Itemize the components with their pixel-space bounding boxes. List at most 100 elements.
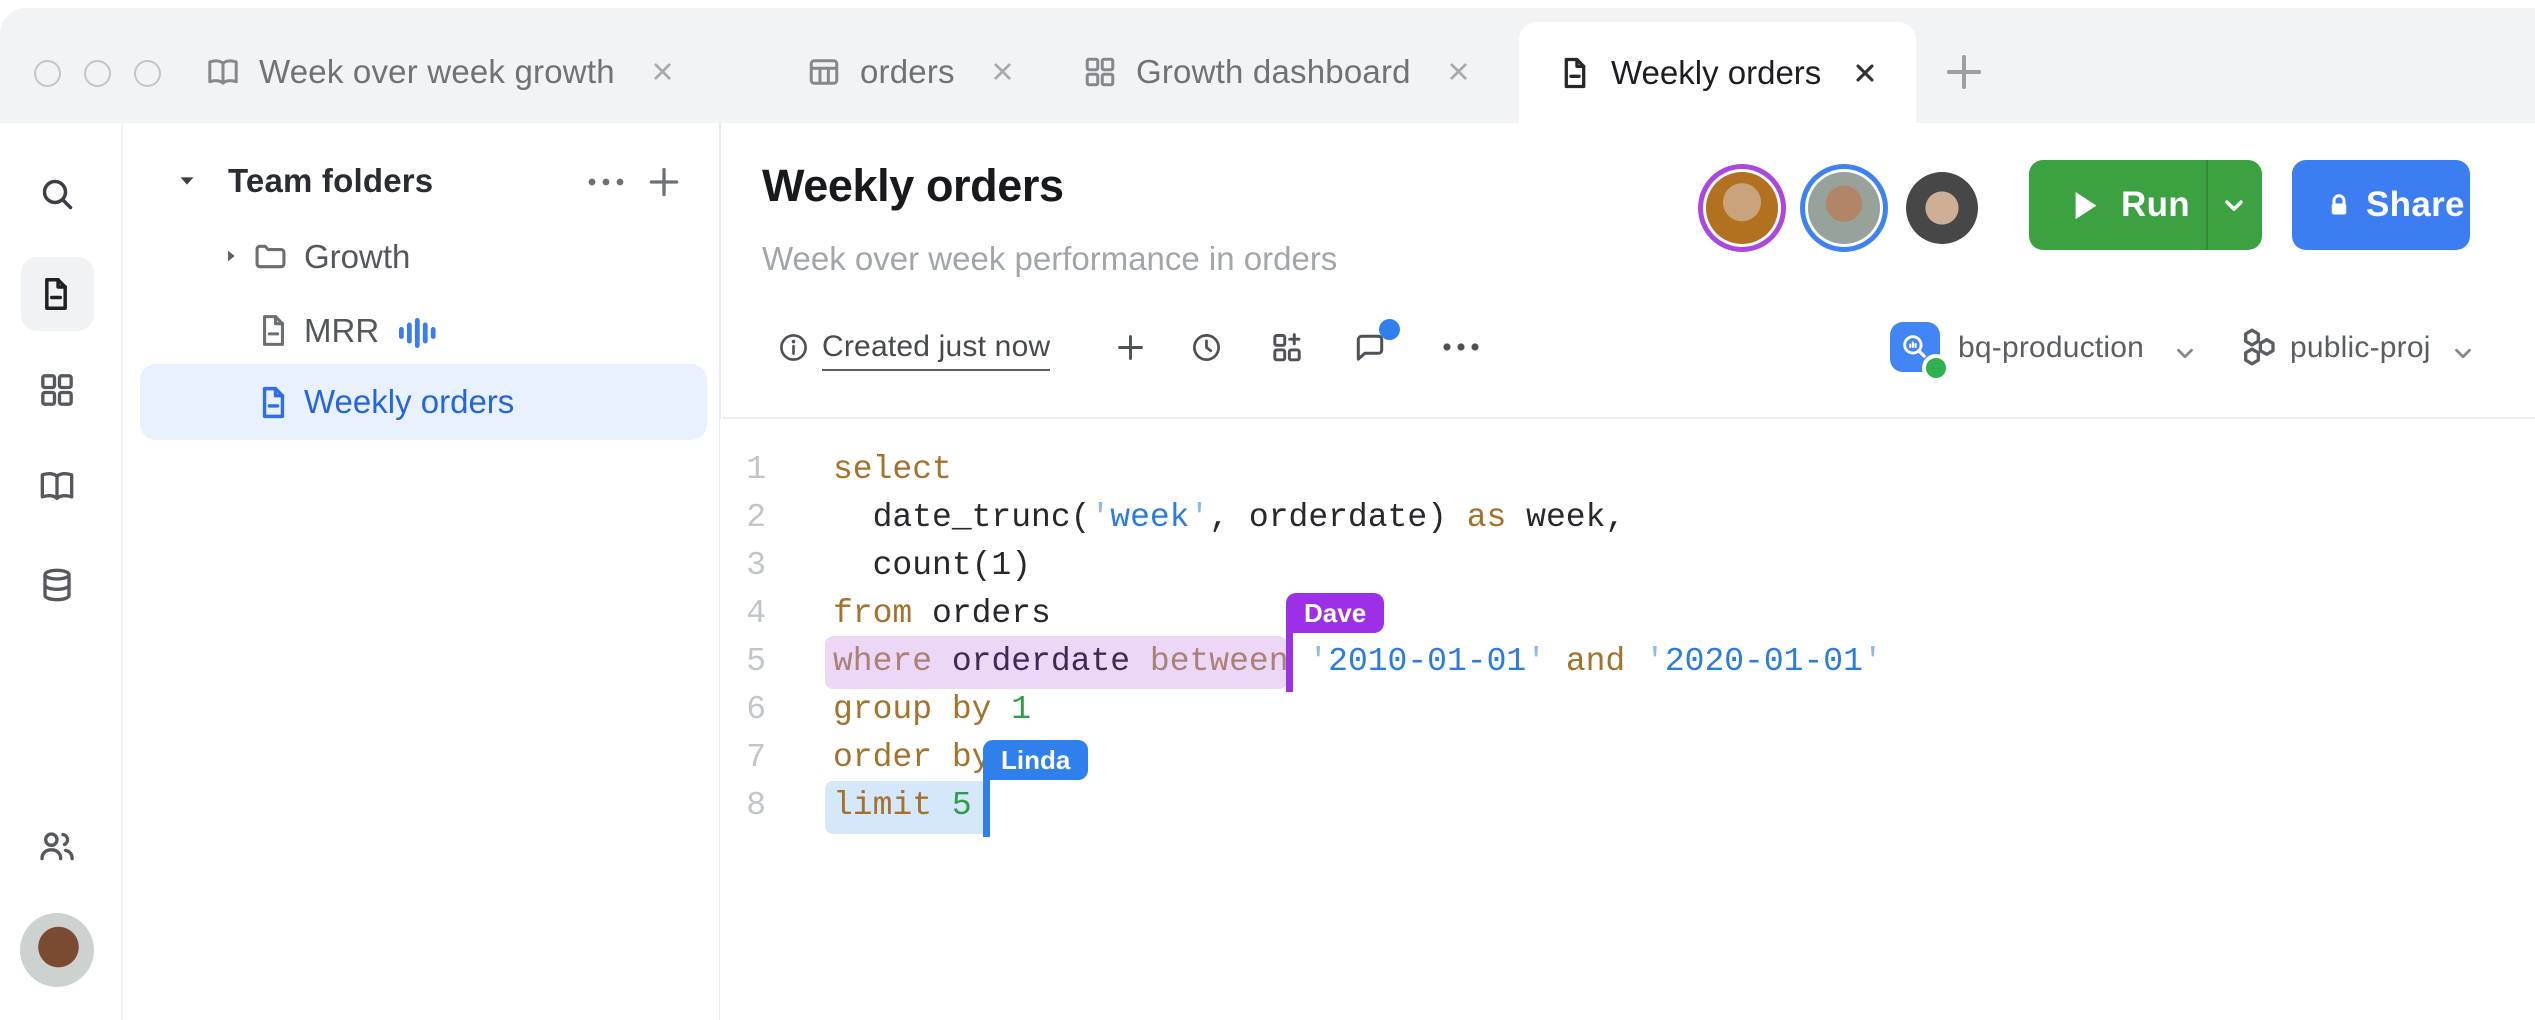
chevron-down-icon[interactable] xyxy=(2172,340,2198,366)
dave-cursor: Dave xyxy=(1286,593,1385,692)
tab-bar: Week over week growth orders Growth dash… xyxy=(0,8,2535,123)
close-icon[interactable] xyxy=(989,58,1016,85)
line-number: 2 xyxy=(746,499,766,536)
dave-selection-highlight xyxy=(825,636,1287,689)
sql-editor[interactable]: 1 select 2 date_trunc('week', orderdate) a… xyxy=(720,419,2535,1020)
tab-growth-dashboard[interactable]: Growth dashboard xyxy=(1082,20,1472,123)
document-icon xyxy=(255,312,292,349)
line-number: 7 xyxy=(746,739,766,776)
code-text: limit 5 xyxy=(833,787,972,824)
project-selector[interactable]: public-proj xyxy=(2290,331,2431,364)
code-text: count(1) xyxy=(833,547,1032,584)
line-number: 8 xyxy=(746,787,766,824)
tab-week-over-week-growth[interactable]: Week over week growth xyxy=(205,20,676,123)
document-icon[interactable] xyxy=(37,275,75,313)
book-icon[interactable] xyxy=(37,466,77,506)
chevron-down-icon[interactable] xyxy=(2450,340,2476,366)
close-icon[interactable] xyxy=(1851,59,1879,87)
dashboard-icon[interactable] xyxy=(37,370,77,410)
project-hexagons-icon[interactable] xyxy=(2238,326,2280,368)
collaborator-avatar-linda[interactable] xyxy=(1808,172,1880,244)
new-tab-button[interactable] xyxy=(1940,48,1988,96)
rail-active-item-background xyxy=(21,257,94,331)
info-icon[interactable] xyxy=(777,331,810,364)
run-split-divider xyxy=(2206,160,2208,250)
linda-cursor-label: Linda xyxy=(983,740,1089,780)
selected-item-background xyxy=(140,364,707,440)
window-minimize-button[interactable] xyxy=(84,60,111,87)
code-text: from orders xyxy=(833,595,1051,632)
add-app-blocks-icon[interactable] xyxy=(1269,329,1306,366)
page-title[interactable]: Weekly orders xyxy=(762,160,1064,211)
code-line[interactable]: 1 select xyxy=(720,446,2535,494)
panel-title: Team folders xyxy=(228,162,434,199)
lock-icon xyxy=(2324,190,2354,220)
code-line[interactable]: 3 count(1) xyxy=(720,542,2535,590)
run-button-label: Run xyxy=(2121,185,2190,224)
tab-label: Weekly orders xyxy=(1611,53,1822,91)
document-icon xyxy=(1557,55,1593,91)
code-line[interactable]: 4 from orders xyxy=(720,590,2535,638)
code-line[interactable]: 8 limit 5 xyxy=(720,782,2535,830)
code-text: order by xyxy=(833,739,992,776)
status-text[interactable]: Created just now xyxy=(822,330,1051,371)
chart-bars-icon xyxy=(396,315,438,348)
share-button[interactable]: Share xyxy=(2292,160,2470,250)
page-subtitle[interactable]: Week over week performance in orders xyxy=(762,240,1338,277)
dave-cursor-caret xyxy=(1286,633,1293,692)
folder-icon xyxy=(252,238,289,275)
chevron-down-icon[interactable] xyxy=(176,170,198,192)
close-icon[interactable] xyxy=(1445,58,1472,85)
dashboard-icon xyxy=(1082,54,1118,90)
run-button[interactable]: Run xyxy=(2029,160,2262,250)
connection-selector[interactable]: bq-production xyxy=(1958,331,2145,364)
code-text: date_trunc('week', orderdate) as week, xyxy=(833,499,1626,536)
code-lines: 1 select 2 date_trunc('week', orderdate) a… xyxy=(720,419,2535,830)
current-user-avatar[interactable] xyxy=(20,913,94,987)
document-icon xyxy=(255,384,292,421)
table-icon xyxy=(806,54,842,90)
tree-item-label: Growth xyxy=(304,238,411,275)
history-clock-icon[interactable] xyxy=(1190,331,1223,364)
play-icon xyxy=(2073,190,2099,220)
connection-status-dot xyxy=(1922,354,1950,382)
code-line[interactable]: 2 date_trunc('week', orderdate) as week, xyxy=(720,494,2535,542)
code-line[interactable]: 6 group by 1 xyxy=(720,686,2535,734)
line-number: 3 xyxy=(746,547,766,584)
line-number: 5 xyxy=(746,643,766,680)
tab-weekly-orders-active[interactable]: Weekly orders xyxy=(1519,22,1916,123)
window-zoom-button[interactable] xyxy=(134,60,161,87)
tab-label: Week over week growth xyxy=(259,52,615,90)
chevron-down-icon[interactable] xyxy=(2220,191,2248,219)
code-text: where orderdate between '2010-01-01' and… xyxy=(833,643,1883,680)
collaborator-avatar[interactable] xyxy=(1906,172,1978,244)
window-close-button[interactable] xyxy=(34,60,61,87)
line-number: 4 xyxy=(746,595,766,632)
icon-rail xyxy=(0,123,123,1020)
database-icon[interactable] xyxy=(37,565,77,605)
tree-item-label: MRR xyxy=(304,312,380,349)
tab-orders[interactable]: orders xyxy=(806,20,1016,123)
book-icon xyxy=(205,54,241,90)
search-icon[interactable] xyxy=(37,174,77,214)
line-number: 6 xyxy=(746,691,766,728)
chevron-right-icon[interactable] xyxy=(222,247,240,265)
close-icon[interactable] xyxy=(649,58,676,85)
window-controls xyxy=(34,60,161,87)
collaborator-avatar-dave[interactable] xyxy=(1706,172,1778,244)
more-options-icon[interactable] xyxy=(1438,337,1484,357)
dave-cursor-label: Dave xyxy=(1286,593,1385,633)
code-line[interactable]: 5 where orderdate between '2010-01-01' an… xyxy=(720,638,2535,686)
comment-icon[interactable] xyxy=(1352,330,1388,366)
line-number: 1 xyxy=(746,451,766,488)
people-icon[interactable] xyxy=(37,826,77,866)
code-text: select xyxy=(833,451,952,488)
add-block-icon[interactable] xyxy=(1113,330,1148,365)
more-options-icon[interactable] xyxy=(584,168,628,196)
add-folder-icon[interactable] xyxy=(644,162,684,202)
editor-divider xyxy=(722,417,2535,419)
code-text: group by 1 xyxy=(833,691,1032,728)
comment-notification-dot xyxy=(1379,319,1400,340)
linda-cursor-caret xyxy=(983,780,990,837)
